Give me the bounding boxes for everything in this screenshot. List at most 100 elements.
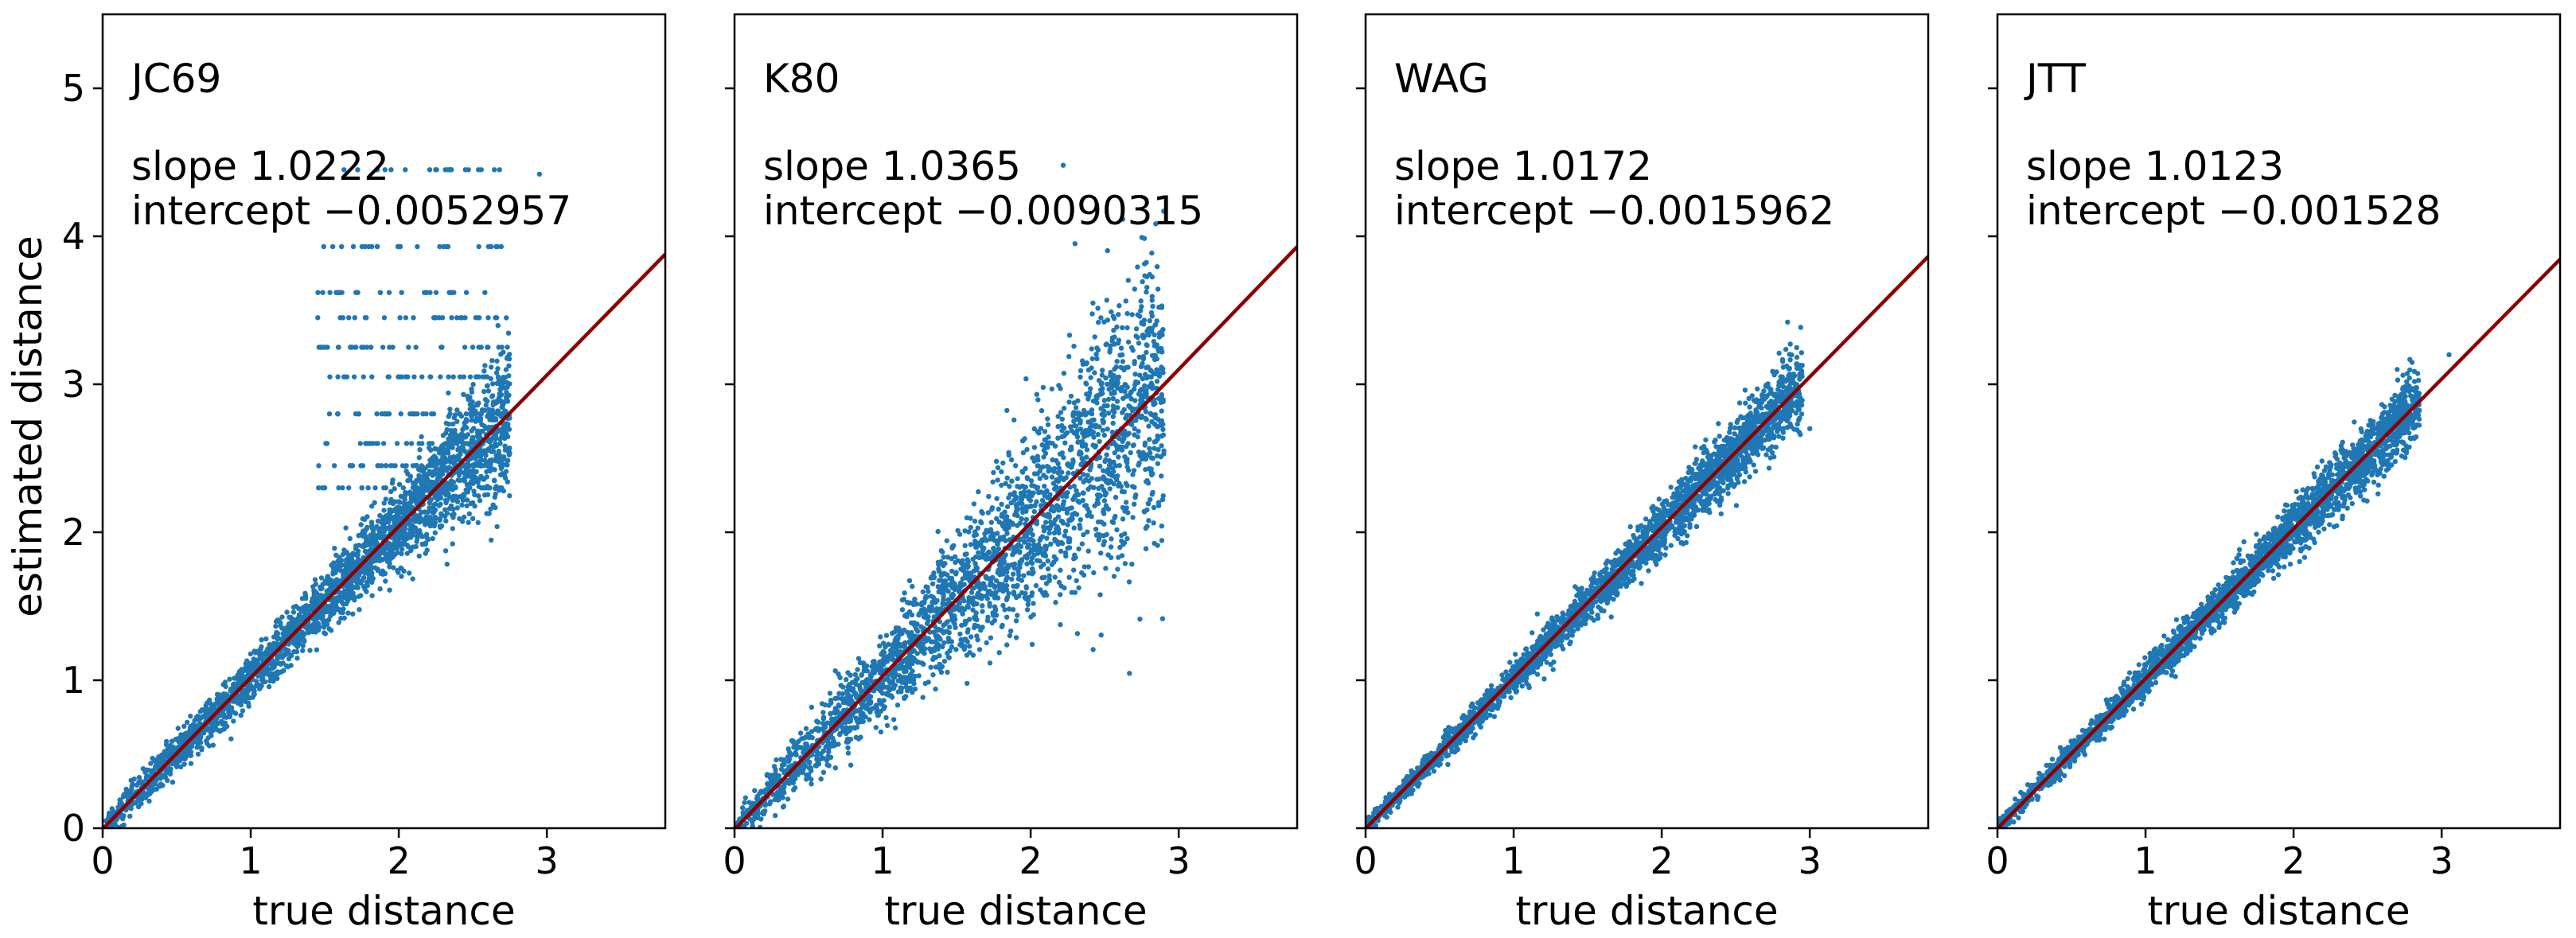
- data-point: [434, 167, 439, 173]
- data-point: [1023, 376, 1029, 382]
- data-point: [387, 561, 392, 566]
- data-point: [475, 520, 481, 526]
- data-point: [476, 493, 481, 499]
- data-point: [1022, 485, 1027, 490]
- data-point: [965, 639, 970, 644]
- data-point: [340, 551, 346, 557]
- data-point: [489, 417, 495, 422]
- data-point: [431, 315, 438, 321]
- data-point: [463, 411, 470, 417]
- data-point: [496, 449, 501, 454]
- data-point: [406, 344, 411, 350]
- data-point: [392, 463, 398, 469]
- data-point: [1004, 475, 1010, 481]
- data-point: [399, 463, 406, 469]
- data-point: [442, 507, 448, 512]
- data-point: [431, 508, 438, 514]
- data-point: [1132, 286, 1138, 292]
- data-point: [1114, 383, 1120, 388]
- data-point: [1106, 462, 1113, 468]
- data-point: [315, 290, 321, 295]
- data-point: [937, 578, 942, 583]
- data-point: [497, 441, 503, 446]
- data-point: [1155, 447, 1161, 453]
- data-point: [483, 426, 489, 431]
- data-point: [1151, 402, 1156, 407]
- data-point: [1013, 463, 1019, 469]
- data-point: [1095, 306, 1101, 311]
- data-point: [247, 651, 254, 657]
- data-point: [1002, 509, 1007, 515]
- data-point: [110, 811, 116, 816]
- data-point: [505, 457, 511, 464]
- data-point: [485, 492, 491, 497]
- data-point: [1062, 533, 1068, 539]
- data-point: [1004, 614, 1010, 620]
- data-point: [1107, 486, 1113, 492]
- data-point: [1097, 592, 1103, 597]
- data-point: [407, 411, 413, 417]
- data-point: [396, 499, 402, 504]
- data-point: [964, 652, 970, 658]
- data-point: [1051, 554, 1058, 559]
- data-point: [1120, 359, 1126, 364]
- data-point: [877, 643, 883, 648]
- data-point: [1069, 590, 1075, 595]
- data-point: [332, 463, 337, 469]
- data-point: [438, 524, 443, 530]
- data-point: [1015, 613, 1020, 618]
- data-point: [1095, 431, 1101, 438]
- data-point: [360, 374, 366, 379]
- data-point: [1074, 631, 1081, 636]
- data-point: [286, 651, 291, 656]
- data-point: [1106, 457, 1113, 464]
- data-point: [501, 349, 506, 355]
- data-point: [387, 587, 392, 593]
- data-point: [466, 520, 471, 525]
- data-point: [495, 323, 501, 329]
- data-point: [476, 344, 481, 350]
- data-point: [825, 749, 832, 755]
- data-point: [466, 511, 472, 516]
- data-point: [1114, 359, 1120, 364]
- data-point: [146, 767, 151, 773]
- data-point: [1124, 325, 1130, 331]
- data-point: [897, 627, 902, 633]
- data-point: [1130, 515, 1136, 520]
- data-point: [427, 445, 432, 451]
- data-point: [1071, 567, 1077, 573]
- data-point: [1127, 671, 1132, 676]
- data-point: [336, 485, 341, 491]
- data-point: [490, 399, 497, 405]
- data-point: [424, 485, 430, 491]
- data-point: [960, 576, 966, 582]
- data-point: [372, 565, 378, 570]
- data-point: [416, 455, 422, 461]
- data-point: [920, 589, 926, 595]
- data-point: [413, 344, 419, 350]
- data-point: [771, 764, 777, 769]
- data-point: [866, 695, 872, 701]
- data-point: [1135, 379, 1141, 385]
- data-point: [1111, 316, 1117, 321]
- data-point: [1006, 590, 1011, 597]
- data-point: [883, 691, 890, 697]
- data-point: [353, 543, 359, 549]
- data-point: [1149, 313, 1155, 319]
- data-point: [910, 690, 915, 695]
- data-point: [393, 532, 399, 538]
- data-point: [907, 600, 913, 605]
- data-point: [486, 511, 492, 516]
- data-point: [1131, 501, 1137, 507]
- data-point: [451, 415, 457, 421]
- data-point: [1078, 475, 1083, 481]
- data-point: [462, 492, 467, 499]
- data-point: [407, 533, 413, 539]
- data-point: [892, 637, 898, 643]
- data-point: [423, 290, 429, 295]
- data-point: [181, 736, 186, 742]
- data-point: [919, 600, 925, 605]
- data-point: [290, 640, 296, 645]
- data-point: [809, 704, 815, 710]
- data-point: [228, 686, 234, 692]
